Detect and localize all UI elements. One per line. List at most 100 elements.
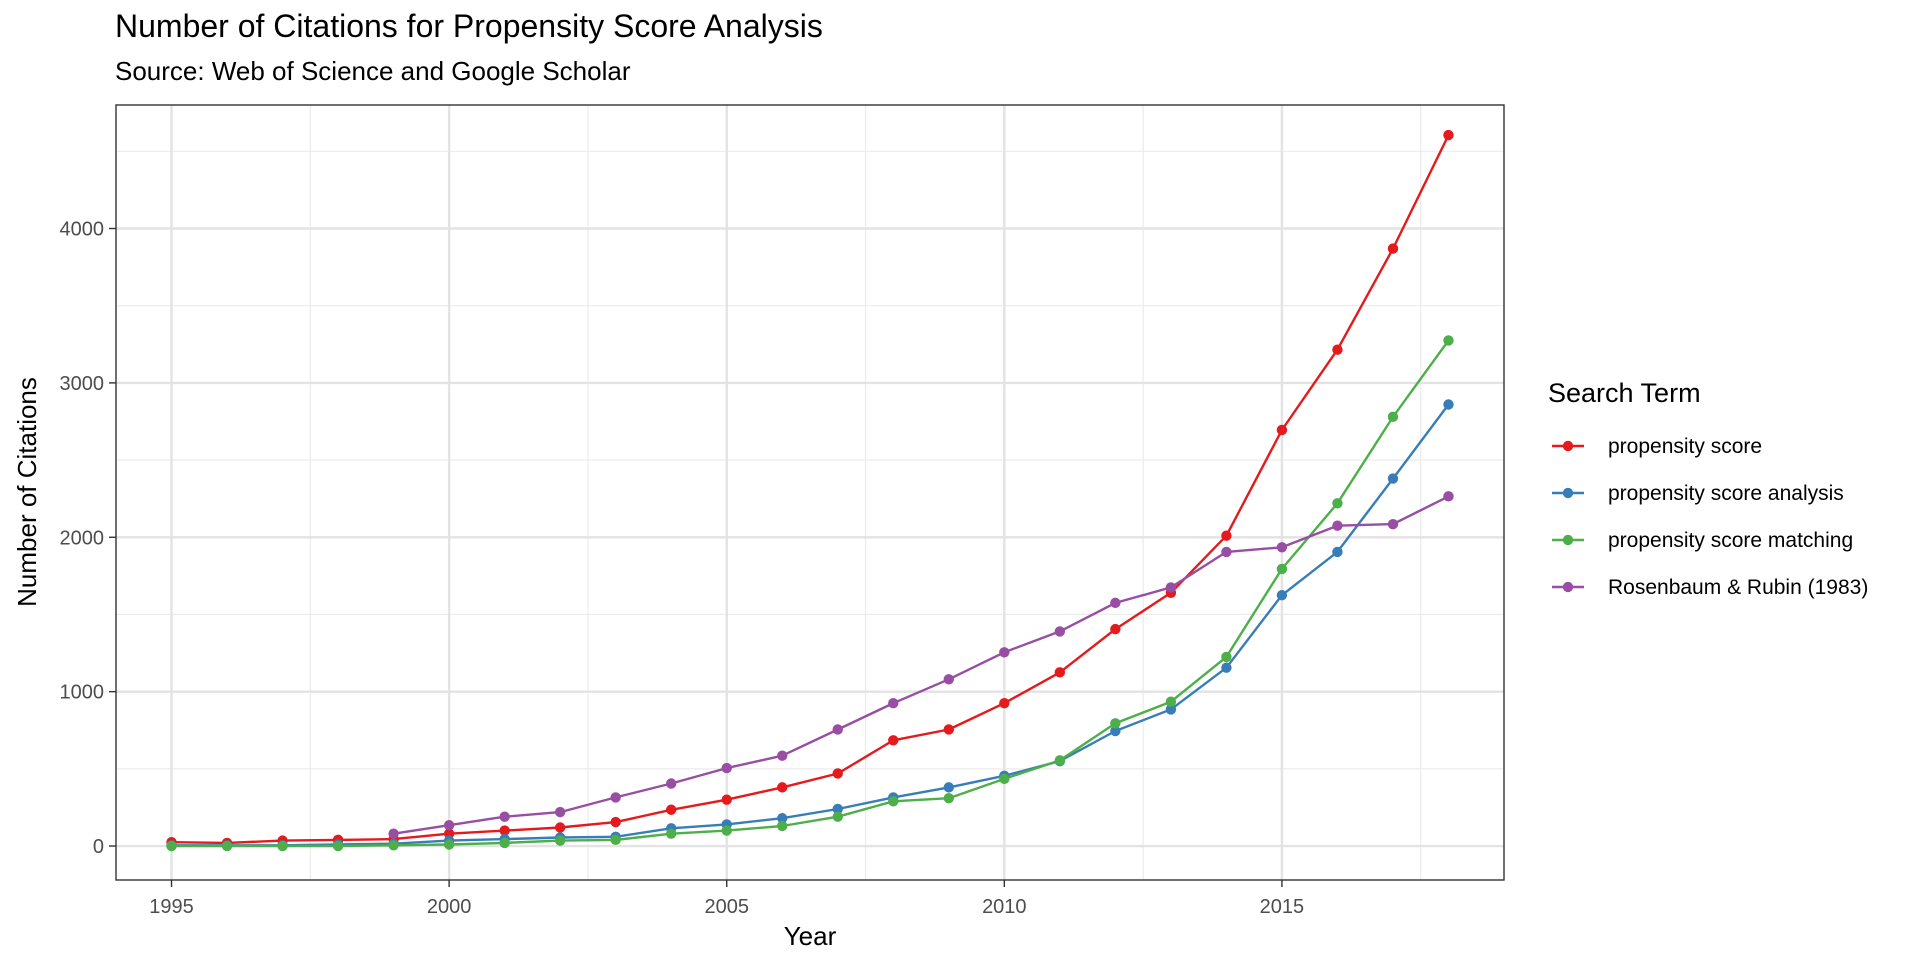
data-point-propensity-score-analysis — [1443, 399, 1454, 410]
data-point-propensity-score — [721, 794, 732, 805]
legend-item-propensity-score: propensity score — [1552, 435, 1762, 458]
y-tick-label: 3000 — [60, 373, 105, 395]
data-point-propensity-score-matching — [1332, 498, 1343, 509]
data-point-propensity-score-matching — [443, 839, 455, 850]
data-point-propensity-score — [832, 768, 843, 779]
series-points — [166, 129, 1454, 852]
data-point-propensity-score-matching — [554, 835, 566, 846]
data-point-propensity-score-matching — [499, 837, 510, 849]
legend: Search Term propensity score propensity s… — [1548, 378, 1868, 599]
data-point-propensity-score-analysis — [832, 803, 843, 815]
data-point-propensity-score-matching — [332, 840, 344, 852]
y-axis: 0 1000 2000 3000 4000 — [60, 219, 116, 858]
data-point-propensity-score-analysis — [1110, 725, 1121, 737]
data-point-propensity-score — [1054, 667, 1066, 678]
data-point-propensity-score-matching — [1221, 651, 1232, 663]
grid-minor — [116, 105, 1504, 880]
data-point-propensity-score-matching — [1387, 411, 1399, 423]
data-point-propensity-score-matching — [1276, 563, 1288, 575]
x-axis: 1995 2000 2005 2010 2015 — [149, 880, 1304, 918]
data-point-rosenbaum-rubin-1983 — [554, 806, 566, 818]
legend-key-point — [1562, 581, 1574, 593]
data-point-propensity-score-analysis — [777, 813, 788, 824]
data-point-rosenbaum-rubin-1983 — [1054, 626, 1066, 637]
data-point-propensity-score-matching — [666, 828, 677, 839]
legend-label: propensity score matching — [1608, 529, 1853, 552]
data-point-propensity-score-analysis — [1387, 473, 1399, 484]
data-point-propensity-score-matching — [832, 811, 843, 822]
data-point-propensity-score-matching — [221, 840, 233, 852]
data-point-propensity-score-matching — [999, 773, 1010, 785]
series-line-rosenbaum-rubin-1983 — [393, 495, 1450, 835]
series-line-propensity-score-matching — [171, 339, 1450, 848]
data-point-propensity-score-analysis — [1165, 704, 1177, 715]
data-point-rosenbaum-rubin-1983 — [888, 698, 899, 709]
legend-item-rosenbaum-rubin-1983: Rosenbaum & Rubin (1983) — [1552, 576, 1868, 599]
series-line-propensity-score-analysis — [171, 403, 1450, 847]
data-point-rosenbaum-rubin-1983 — [832, 724, 843, 735]
data-point-rosenbaum-rubin-1983 — [721, 762, 732, 774]
x-tick-label: 2005 — [704, 896, 749, 918]
data-point-propensity-score-matching — [943, 792, 954, 804]
x-tick-label: 2010 — [982, 896, 1027, 918]
series-lines — [171, 134, 1450, 848]
data-point-propensity-score — [499, 825, 510, 836]
data-point-propensity-score-analysis — [1332, 546, 1343, 558]
data-point-rosenbaum-rubin-1983 — [943, 674, 954, 685]
legend-item-propensity-score-analysis: propensity score analysis — [1552, 482, 1844, 505]
data-point-rosenbaum-rubin-1983 — [1387, 518, 1399, 530]
data-point-propensity-score-analysis — [943, 782, 954, 793]
data-point-propensity-score-matching — [610, 834, 621, 846]
data-point-rosenbaum-rubin-1983 — [1332, 520, 1343, 531]
data-point-propensity-score — [610, 816, 621, 828]
data-point-propensity-score — [1332, 344, 1343, 355]
data-point-propensity-score — [777, 782, 788, 793]
data-point-propensity-score — [1387, 243, 1399, 254]
data-point-propensity-score — [943, 724, 954, 735]
legend-key-point — [1562, 440, 1574, 452]
data-point-propensity-score-matching — [166, 840, 177, 852]
x-tick-label: 1995 — [149, 896, 194, 918]
data-point-rosenbaum-rubin-1983 — [610, 792, 621, 803]
y-tick-label: 1000 — [60, 682, 105, 704]
plot-border — [115, 104, 1505, 881]
series-line-propensity-score — [171, 134, 1450, 845]
data-point-rosenbaum-rubin-1983 — [388, 828, 399, 839]
y-tick-label: 0 — [93, 836, 104, 858]
data-point-propensity-score — [1443, 129, 1454, 141]
data-point-propensity-score-matching — [1443, 335, 1454, 346]
data-point-propensity-score — [1276, 424, 1288, 436]
legend-item-propensity-score-matching: propensity score matching — [1552, 529, 1853, 552]
plot-panel — [116, 105, 1504, 880]
data-point-propensity-score — [554, 822, 566, 833]
y-tick-label: 2000 — [60, 527, 105, 549]
x-tick-label: 2015 — [1260, 896, 1305, 918]
data-point-propensity-score-matching — [888, 796, 899, 807]
data-point-rosenbaum-rubin-1983 — [1443, 491, 1454, 502]
data-point-rosenbaum-rubin-1983 — [499, 811, 510, 822]
data-point-propensity-score — [1110, 623, 1121, 635]
x-tick-label: 2000 — [427, 896, 472, 918]
chart-title: Number of Citations for Propensity Score… — [115, 8, 823, 44]
data-point-propensity-score-matching — [777, 820, 788, 832]
data-point-propensity-score-matching — [277, 840, 288, 852]
data-point-rosenbaum-rubin-1983 — [999, 647, 1010, 658]
data-point-propensity-score — [666, 804, 677, 815]
y-axis-label: Number of Citations — [12, 377, 42, 607]
data-point-propensity-score-matching — [388, 840, 399, 851]
data-point-rosenbaum-rubin-1983 — [1110, 597, 1121, 609]
data-point-rosenbaum-rubin-1983 — [443, 819, 455, 831]
data-point-propensity-score — [888, 735, 899, 746]
legend-key-point — [1562, 534, 1574, 546]
data-point-rosenbaum-rubin-1983 — [666, 778, 677, 789]
data-point-propensity-score-matching — [1165, 696, 1177, 707]
legend-label: Rosenbaum & Rubin (1983) — [1608, 576, 1868, 599]
legend-title: Search Term — [1548, 378, 1701, 408]
data-point-propensity-score-matching — [1054, 755, 1066, 766]
data-point-propensity-score-analysis — [1221, 662, 1232, 673]
legend-label: propensity score analysis — [1608, 482, 1844, 505]
data-point-rosenbaum-rubin-1983 — [1165, 582, 1177, 593]
data-point-propensity-score — [999, 698, 1010, 709]
